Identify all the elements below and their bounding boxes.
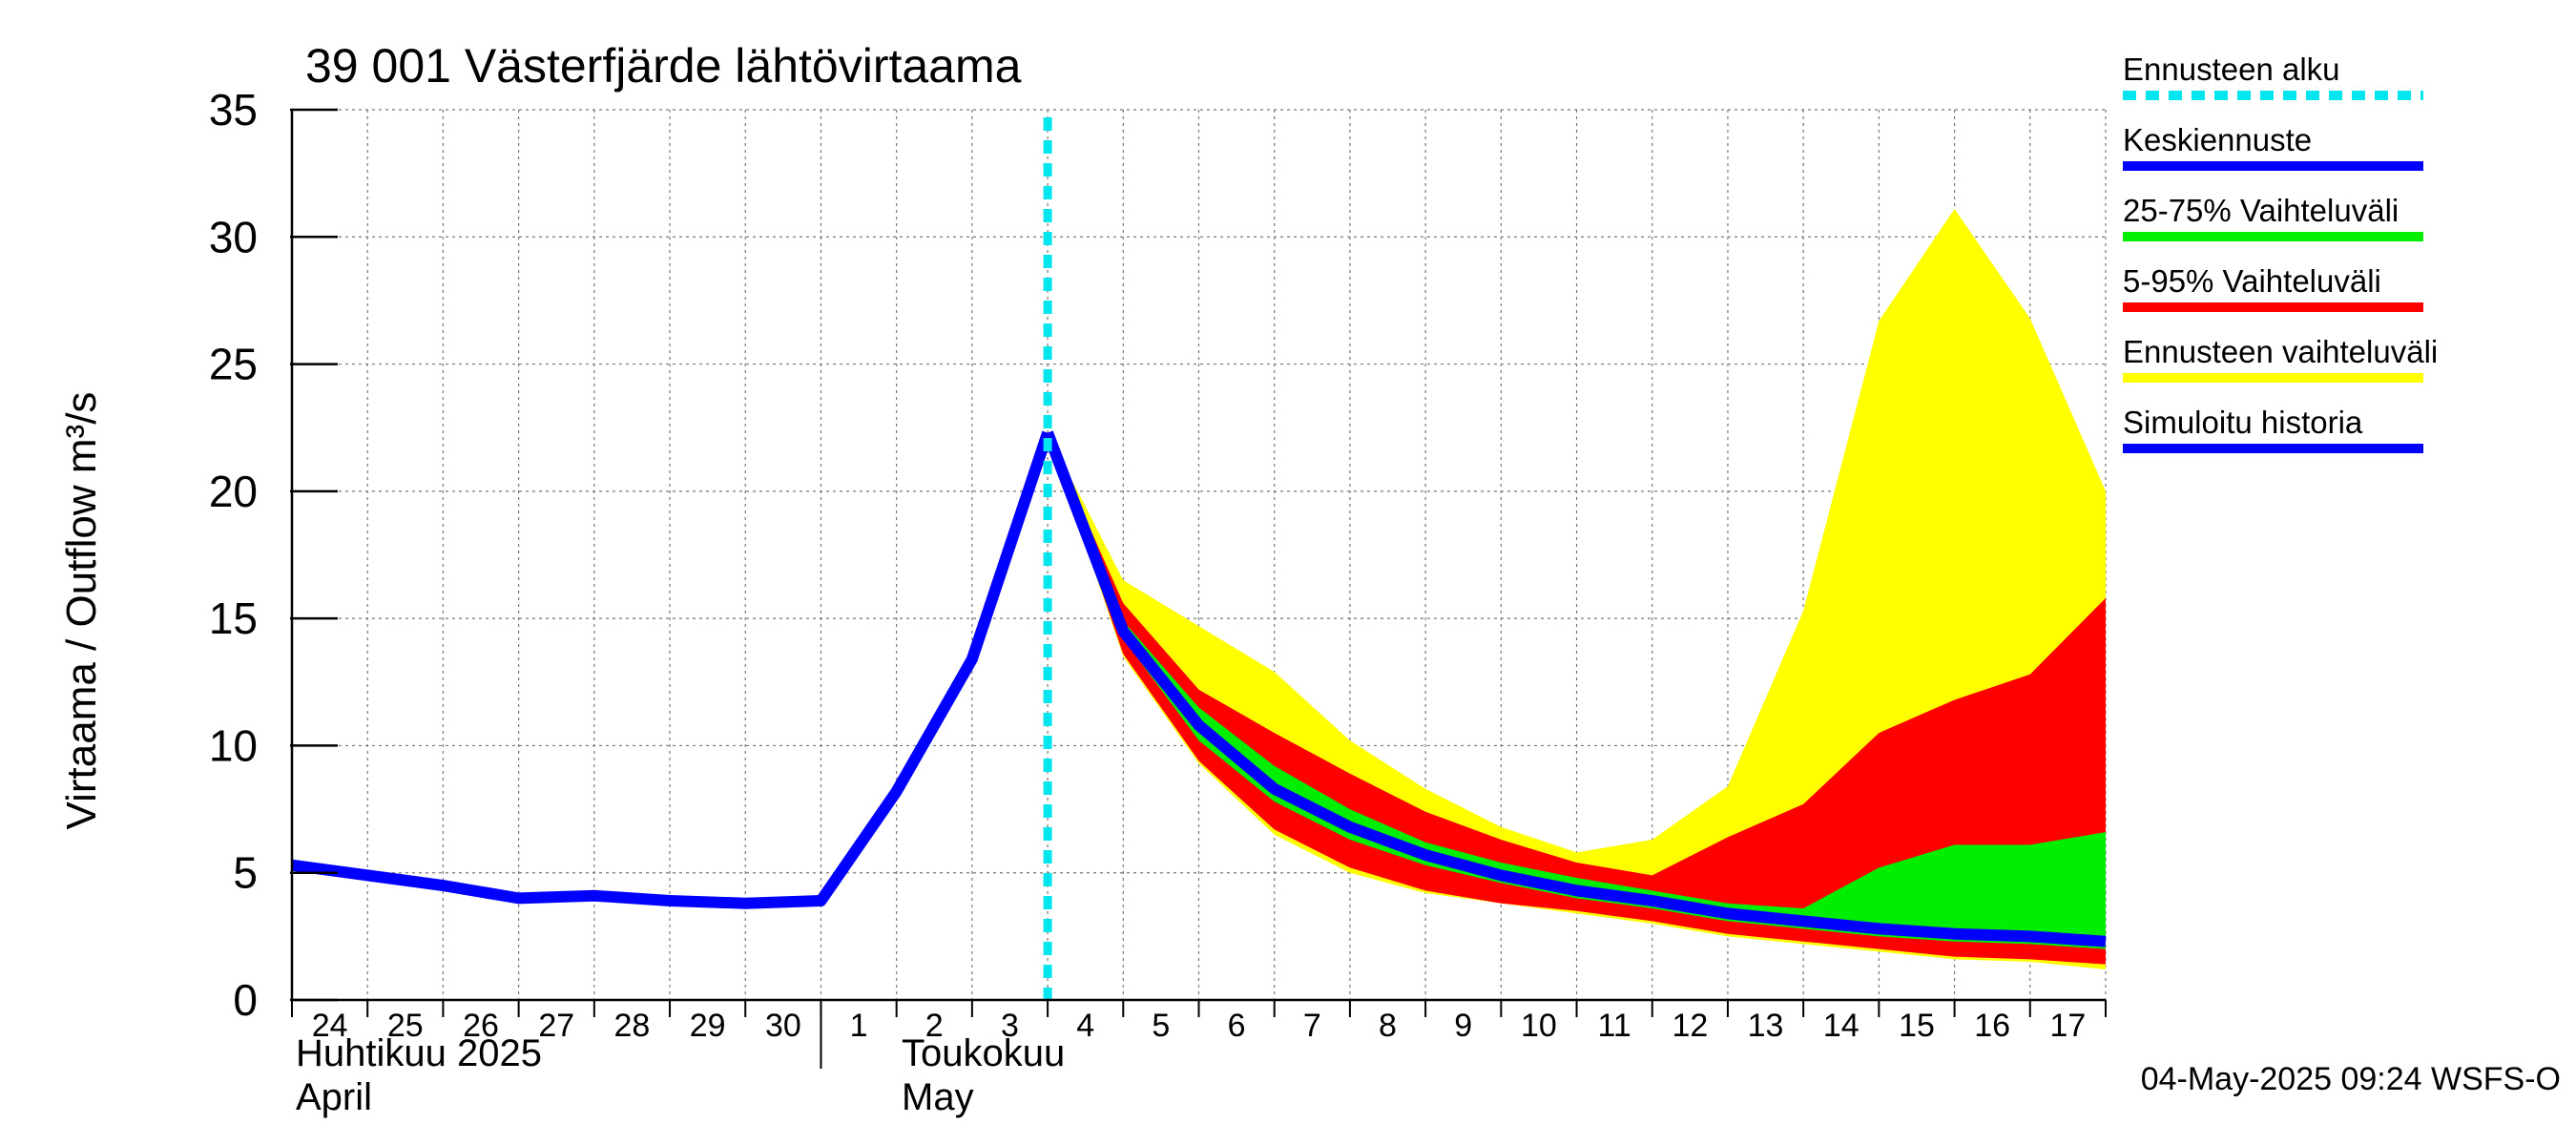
x-tick-label: 27 bbox=[538, 1008, 574, 1044]
x-tick-label: 9 bbox=[1454, 1008, 1472, 1044]
month-label-en: April bbox=[296, 1076, 372, 1118]
x-tick-label: 25 bbox=[387, 1008, 424, 1044]
x-tick-label: 15 bbox=[1899, 1008, 1935, 1044]
timestamp: 04-May-2025 09:24 WSFS-O bbox=[2141, 1061, 2561, 1097]
legend-label: Simuloitu historia bbox=[2123, 405, 2363, 440]
x-tick-label: 17 bbox=[2049, 1008, 2086, 1044]
month-label-fi: Toukokuu bbox=[902, 1032, 1065, 1074]
x-tick-label: 8 bbox=[1379, 1008, 1397, 1044]
month-label-en: May bbox=[902, 1076, 974, 1118]
x-tick-label: 10 bbox=[1521, 1008, 1557, 1044]
month-label-fi: Huhtikuu 2025 bbox=[296, 1032, 542, 1074]
x-tick-label: 3 bbox=[1001, 1008, 1019, 1044]
x-tick-label: 24 bbox=[312, 1008, 348, 1044]
x-tick-label: 7 bbox=[1303, 1008, 1321, 1044]
y-tick-label: 35 bbox=[209, 85, 258, 135]
y-tick-label: 0 bbox=[233, 975, 258, 1025]
x-tick-labels: 24 25 26 27 28 29 30 1 2 3 4 5 6 7 8 9 10 11 12 13 14 15 16 17 bbox=[291, 1000, 2107, 1044]
y-tick-label: 10 bbox=[209, 720, 258, 770]
legend-label: Ennusteen alku bbox=[2123, 52, 2340, 87]
y-tick-label: 15 bbox=[209, 593, 258, 643]
x-tick-label: 26 bbox=[463, 1008, 499, 1044]
y-tick-label: 30 bbox=[209, 212, 258, 261]
x-tick-label: 1 bbox=[850, 1008, 868, 1044]
legend: Ennusteen alku Keskiennuste 25-75% Vaihtel… bbox=[2123, 52, 2438, 453]
legend-label: 25-75% Vaihteluväli bbox=[2123, 193, 2399, 228]
x-tick-label: 14 bbox=[1823, 1008, 1859, 1044]
y-axis-label: Virtaama / Outflow m³/s bbox=[58, 392, 105, 830]
band-25-75 bbox=[1048, 432, 2106, 949]
x-tick-label: 4 bbox=[1076, 1008, 1094, 1044]
y-tick-label: 5 bbox=[233, 848, 258, 898]
x-tick-label: 28 bbox=[614, 1008, 651, 1044]
y-tick-label: 25 bbox=[209, 340, 258, 389]
x-tick-label: 5 bbox=[1152, 1008, 1170, 1044]
forecast-bands bbox=[1048, 208, 2106, 970]
chart-title: 39 001 Västerfjärde lähtövirtaama bbox=[305, 39, 1022, 93]
series-median-forecast bbox=[1042, 430, 2107, 947]
x-tick-label: 29 bbox=[690, 1008, 726, 1044]
legend-label: Ennusteen vaihteluväli bbox=[2123, 334, 2438, 369]
band-5-95 bbox=[1048, 432, 2106, 965]
legend-label: Keskiennuste bbox=[2123, 122, 2312, 157]
y-tick-label: 20 bbox=[209, 467, 258, 516]
x-tick-label: 6 bbox=[1228, 1008, 1246, 1044]
series-lines bbox=[291, 117, 2107, 1000]
x-tick-label: 13 bbox=[1748, 1008, 1784, 1044]
legend-label: 5-95% Vaihteluväli bbox=[2123, 263, 2381, 299]
x-tick-label: 12 bbox=[1672, 1008, 1708, 1044]
x-tick-label: 16 bbox=[1974, 1008, 2010, 1044]
x-tick-label: 11 bbox=[1597, 1008, 1631, 1044]
series-simulated-history bbox=[291, 430, 1053, 909]
y-tick-labels: 0 5 10 15 20 25 30 35 bbox=[209, 85, 338, 1025]
x-tick-label: 30 bbox=[765, 1008, 801, 1044]
x-tick-label: 2 bbox=[925, 1008, 944, 1044]
